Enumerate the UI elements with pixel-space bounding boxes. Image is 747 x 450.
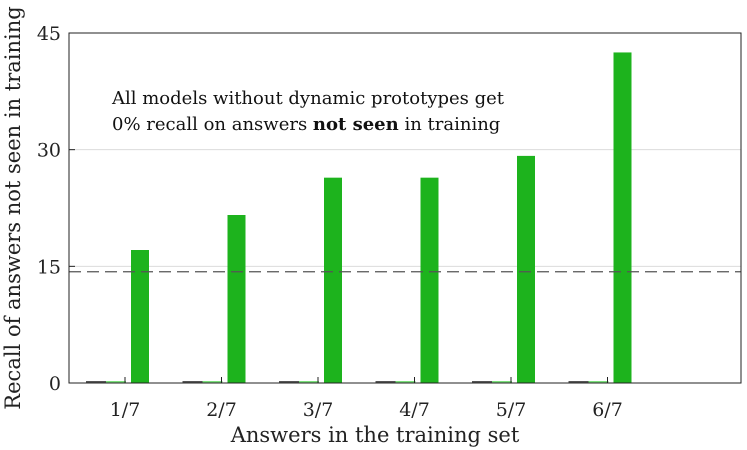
x-tick-label: 3/7 bbox=[303, 399, 334, 421]
annotation-line-2-prefix: 0% recall on answers bbox=[112, 114, 313, 135]
x-axis-title: Answers in the training set bbox=[230, 423, 520, 447]
x-tick-label: 4/7 bbox=[399, 399, 430, 421]
bar-series-3-3-7 bbox=[324, 177, 342, 383]
bars bbox=[86, 52, 632, 383]
annotation-line-2-bold: not seen bbox=[313, 114, 399, 135]
bar-series-2-1-7 bbox=[106, 381, 126, 383]
x-tick-label: 5/7 bbox=[496, 399, 527, 421]
bar-series-2-6-7 bbox=[588, 381, 609, 383]
bar-series-2-5-7 bbox=[492, 381, 512, 383]
bar-series-1-2-7 bbox=[182, 381, 203, 383]
bar-series-1-5-7 bbox=[472, 381, 492, 383]
bar-series-2-3-7 bbox=[299, 381, 319, 383]
bar-series-3-4-7 bbox=[420, 177, 439, 383]
bar-series-3-1-7 bbox=[131, 250, 149, 383]
y-tick-label: 30 bbox=[37, 140, 61, 162]
plot-frame bbox=[68, 32, 742, 384]
x-axis-ticks: 1/7 2/7 3/7 4/7 5/7 6/7 bbox=[110, 377, 623, 421]
y-tick-label: 15 bbox=[37, 256, 61, 278]
annotation-line-2: 0% recall on answers not seen in trainin… bbox=[112, 114, 500, 135]
x-tick-label: 6/7 bbox=[592, 399, 623, 421]
bar-series-2-2-7 bbox=[202, 381, 223, 383]
x-tick-label: 1/7 bbox=[110, 399, 141, 421]
annotation-line-2-suffix: in training bbox=[399, 114, 501, 135]
annotation-line-1: All models without dynamic prototypes ge… bbox=[111, 88, 505, 109]
bar-series-3-6-7 bbox=[613, 52, 632, 383]
bar-series-1-1-7 bbox=[86, 381, 106, 383]
bar-series-1-4-7 bbox=[375, 381, 396, 383]
y-axis-ticks: 0 15 30 45 bbox=[37, 23, 75, 395]
bar-series-1-6-7 bbox=[568, 381, 589, 383]
gridlines bbox=[69, 149, 741, 267]
y-tick-label: 45 bbox=[37, 23, 61, 45]
bar-series-2-4-7 bbox=[395, 381, 416, 383]
y-tick-label: 0 bbox=[49, 373, 61, 395]
y-axis-title: Recall of answers not seen in training bbox=[1, 6, 25, 409]
bar-series-3-5-7 bbox=[517, 155, 535, 383]
x-tick-label: 2/7 bbox=[206, 399, 237, 421]
bar-series-3-2-7 bbox=[227, 215, 246, 383]
bar-series-1-3-7 bbox=[279, 381, 299, 383]
